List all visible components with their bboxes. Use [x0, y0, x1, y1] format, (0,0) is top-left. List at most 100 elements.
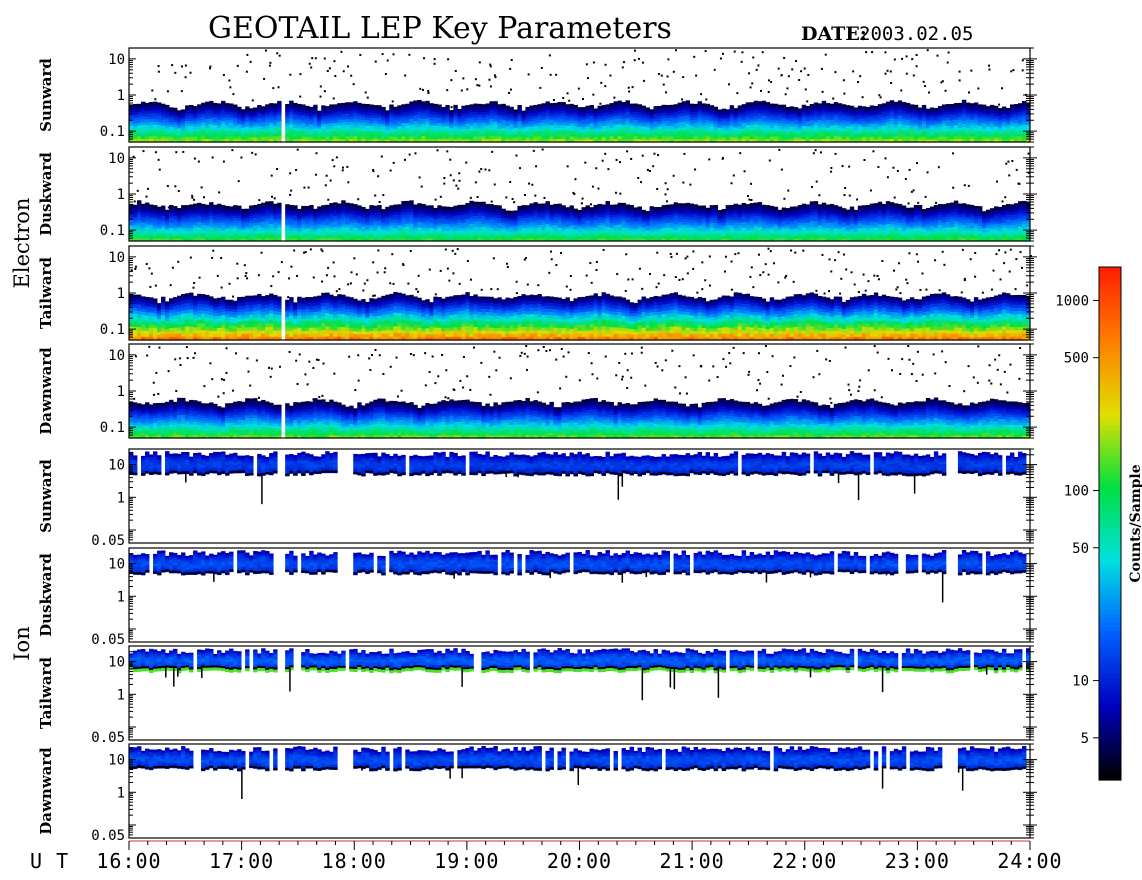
colorbar-segment — [1099, 335, 1121, 341]
panel-frame — [128, 547, 1031, 643]
panel-frame — [128, 448, 1031, 544]
panel-electron-sunward: 10 1 0.1 Sunward — [37, 47, 1037, 143]
y-tick-label: 1 — [117, 384, 125, 400]
colorbar-segment — [1099, 433, 1121, 439]
colorbar-segment — [1099, 685, 1121, 691]
y-tick-label: 10 — [108, 151, 125, 167]
colorbar-segment — [1099, 775, 1121, 781]
spectrogram — [129, 451, 1027, 505]
y-tick-label: 1 — [117, 490, 125, 506]
spectrogram — [129, 550, 1027, 603]
colorbar-segment — [1099, 352, 1121, 358]
y-tick-label: 1 — [117, 187, 125, 203]
panel-ion-dawnward: 10 1 0.05 Dawnward — [37, 743, 1037, 844]
colorbar-segment — [1099, 638, 1121, 644]
group-label-electron: Electron — [10, 198, 34, 289]
colorbar-segment — [1099, 420, 1121, 426]
x-axis: U T 16:00 17:00 18:00 19:00 20:00 21:00 22:00 23… — [30, 840, 1062, 873]
colorbar-segment — [1099, 724, 1121, 730]
colorbar-segment — [1099, 343, 1121, 349]
colorbar-segment — [1099, 378, 1121, 384]
colorbar-segment — [1099, 707, 1121, 713]
x-tick-label: 23:00 — [885, 849, 950, 873]
y-tick-label: 10 — [108, 250, 125, 266]
colorbar-segment — [1099, 399, 1121, 405]
colorbar-segment — [1099, 382, 1121, 388]
colorbar-segment — [1099, 314, 1121, 319]
y-tick-label: 10 — [108, 655, 125, 671]
colorbar-segment — [1099, 536, 1121, 542]
colorbar-segment — [1099, 493, 1121, 499]
colorbar-segment — [1099, 348, 1121, 354]
colorbar-segment — [1099, 673, 1121, 679]
panel-frame — [128, 645, 1031, 741]
y-tick-label: 0.05 — [91, 828, 125, 844]
colorbar-segment — [1099, 741, 1121, 747]
colorbar-segment — [1099, 613, 1121, 619]
panel-ion-tailward: 10 1 0.05 Tailward — [37, 645, 1037, 746]
y-tick-label: 0.05 — [91, 632, 125, 648]
colorbar-segment — [1099, 489, 1121, 495]
colorbar-segment — [1099, 767, 1121, 773]
colorbar-segment — [1099, 544, 1121, 550]
colorbar-segment — [1099, 604, 1121, 610]
y-tick-label: 0.1 — [100, 420, 125, 436]
colorbar-segment — [1099, 617, 1121, 623]
colorbar-segment — [1099, 386, 1121, 392]
y-tick-label: 10 — [108, 557, 125, 573]
y-ticks — [129, 343, 1037, 439]
colorbar-segment — [1099, 656, 1121, 661]
colorbar-segment — [1099, 463, 1121, 469]
x-tick-label: 19:00 — [434, 849, 499, 873]
colorbar-segment — [1099, 626, 1121, 631]
colorbar-segment — [1099, 728, 1121, 734]
y-ticks — [129, 146, 1037, 242]
panel-label: Dawnward — [37, 747, 55, 835]
colorbar-segment — [1099, 523, 1121, 529]
y-tick-label: 1 — [117, 589, 125, 605]
y-tick-label: 1 — [117, 286, 125, 302]
colorbar-segment — [1099, 668, 1121, 674]
panel-electron-duskward: 10 1 0.1 Duskward — [37, 146, 1037, 242]
colorbar-segment — [1099, 557, 1121, 563]
y-tick-label: 0.1 — [100, 322, 125, 338]
colorbar-segment — [1099, 373, 1121, 379]
colorbar-segment — [1099, 267, 1121, 272]
colorbar-segment — [1099, 296, 1121, 302]
colorbar-segment — [1099, 540, 1121, 546]
spectrogram — [129, 746, 1027, 800]
spectrogram — [129, 648, 1031, 701]
panel-label: Dawnward — [37, 347, 55, 435]
colorbar-segment — [1099, 532, 1121, 537]
spectrogram — [129, 148, 1031, 242]
colorbar-segment — [1099, 412, 1121, 418]
colorbar-segment — [1099, 318, 1121, 324]
colorbar-segment — [1099, 480, 1121, 486]
panel-ion-sunward: 10 1 0.05 Sunward — [37, 448, 1037, 549]
colorbar-segment — [1099, 574, 1121, 580]
colorbar-segment — [1099, 587, 1121, 593]
y-tick-label: 10 — [108, 348, 125, 364]
colorbar-segment — [1099, 519, 1121, 525]
colorbar-segment — [1099, 271, 1121, 277]
date-value: 2003.02.05 — [859, 23, 973, 45]
colorbar-segment — [1099, 762, 1121, 768]
colorbar-segment — [1099, 630, 1121, 636]
colorbar-segment — [1099, 570, 1121, 576]
panel-label: Duskward — [37, 152, 55, 236]
x-tick-label: 21:00 — [660, 849, 725, 873]
colorbar-segment — [1099, 566, 1121, 572]
x-tick-label: 24:00 — [997, 849, 1062, 873]
colorbar-segment — [1099, 365, 1121, 371]
colorbar-segment — [1099, 467, 1121, 473]
colorbar-segment — [1099, 322, 1121, 328]
y-tick-label: 0.05 — [91, 730, 125, 746]
colorbar-tick-label: 50 — [1072, 541, 1089, 557]
y-tick-label: 0.1 — [100, 223, 125, 239]
spectrogram — [129, 345, 1031, 439]
colorbar-segment — [1099, 553, 1121, 559]
colorbar-segment — [1099, 416, 1121, 422]
colorbar-segment — [1099, 339, 1121, 345]
